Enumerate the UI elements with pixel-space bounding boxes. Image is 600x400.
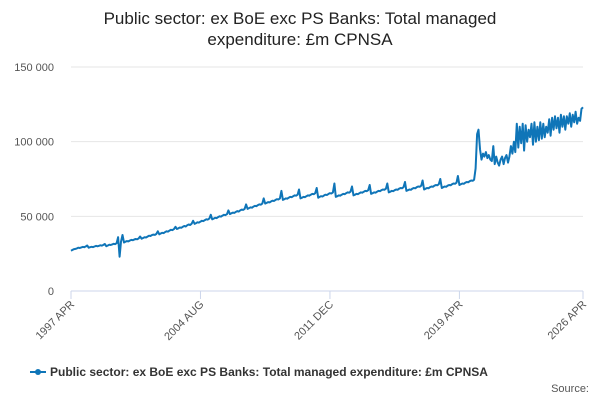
x-tick-label: 1997 APR [34,299,78,343]
y-tick-label: 0 [48,286,54,298]
data-line [70,106,584,258]
source: Source: [551,383,589,395]
y-tick-label: 150 000 [14,62,54,74]
x-tick-label: 2004 AUG [162,299,206,343]
chart-title: Public sector: ex BoE exc PS Banks: Tota… [104,9,497,28]
x-tick-label: 2026 APR [546,299,590,343]
y-tick-label: 50 000 [20,211,54,223]
legend-label: Public sector: ex BoE exc PS Banks: Tota… [50,365,488,379]
x-tick-label: 2019 APR [422,299,466,343]
x-tick-label: 2011 DEC [292,299,336,343]
legend-symbol [35,369,41,375]
chart-title: expenditure: £m CPNSA [207,30,393,49]
y-tick-label: 100 000 [14,137,54,149]
